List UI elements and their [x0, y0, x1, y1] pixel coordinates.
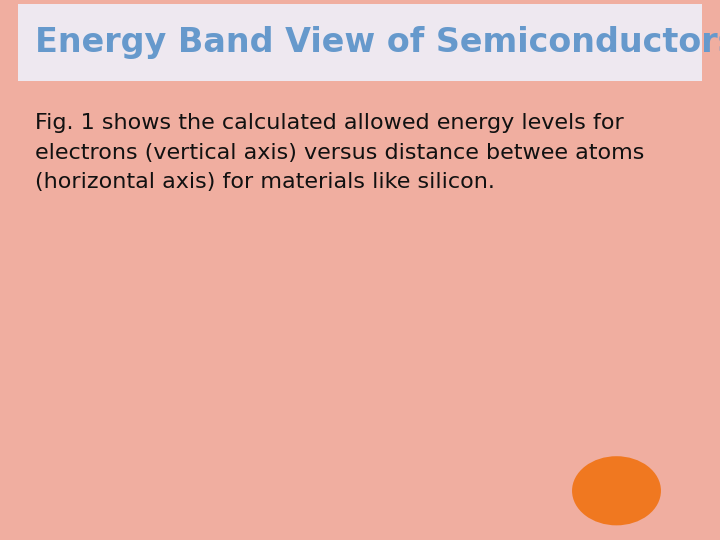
Circle shape — [572, 456, 661, 525]
Bar — [18, 4, 702, 81]
Text: Energy Band View of Semiconductors: Energy Band View of Semiconductors — [35, 26, 720, 59]
Text: Fig. 1 shows the calculated allowed energy levels for
electrons (vertical axis) : Fig. 1 shows the calculated allowed ener… — [35, 113, 644, 192]
